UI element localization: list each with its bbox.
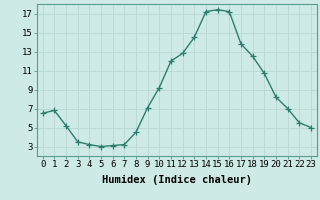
- X-axis label: Humidex (Indice chaleur): Humidex (Indice chaleur): [102, 175, 252, 185]
